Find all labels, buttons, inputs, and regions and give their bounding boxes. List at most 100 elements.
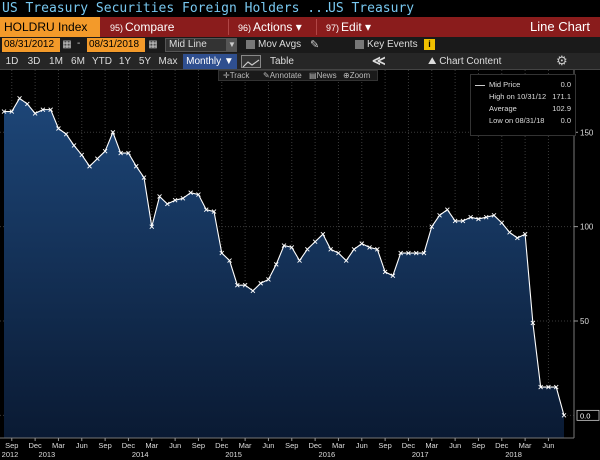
news-button[interactable]: ▤ News: [309, 71, 337, 80]
start-date-input[interactable]: 08/31/2012: [2, 38, 60, 52]
data-point-stroke: [561, 413, 567, 418]
data-point: [25, 101, 30, 107]
price-field-select[interactable]: Mid Line: [165, 38, 227, 52]
data-point: [312, 239, 318, 245]
data-point-stroke: [281, 243, 287, 248]
data-point-stroke: [17, 95, 22, 101]
date-toolbar: 08/31/2012 ▦ - 08/31/2018 ▦ Mid Line ▼ M…: [0, 37, 600, 53]
chart-type-label[interactable]: Line Chart: [530, 19, 590, 34]
data-point-stroke: [483, 214, 489, 220]
info-icon[interactable]: i: [424, 39, 435, 50]
data-point: [79, 152, 85, 158]
x-tick-label: Mar: [52, 441, 65, 450]
chart-area-fill: [4, 98, 564, 439]
data-point-stroke: [538, 384, 543, 390]
key-events-checkbox[interactable]: [355, 40, 364, 49]
range-1d[interactable]: 1D: [5, 56, 19, 67]
range-ytd[interactable]: YTD: [92, 56, 112, 67]
calendar-icon[interactable]: ▦: [62, 39, 72, 50]
data-point: [266, 277, 271, 282]
data-point-stroke: [196, 192, 201, 197]
range-1y[interactable]: 1Y: [118, 56, 132, 67]
line-chart[interactable]: Sep Dec Mar Jun Sep Dec Mar Jun Sep Dec Mar Jun Sep D…: [0, 70, 600, 460]
calendar-icon[interactable]: ▦: [148, 39, 158, 50]
data-point-stroke: [522, 231, 528, 237]
ticker-field[interactable]: HOLDRU Index: [0, 17, 100, 37]
range-3d[interactable]: 3D: [27, 56, 41, 67]
x-year-label: 2013: [39, 450, 56, 459]
data-point: [32, 111, 38, 116]
edit-label: Edit ▾: [341, 20, 372, 34]
edit-button[interactable]: 97) Edit ▾: [326, 17, 371, 37]
data-point: [390, 273, 396, 279]
track-button[interactable]: ✛ Track: [223, 71, 250, 80]
data-point: [172, 197, 178, 203]
data-point: [289, 245, 295, 250]
range-1m[interactable]: 1M: [49, 56, 63, 67]
range-max[interactable]: Max: [158, 56, 178, 67]
data-point-stroke: [126, 150, 131, 156]
line-chart-icon[interactable]: [241, 55, 261, 68]
data-point-stroke: [382, 269, 388, 275]
data-point: [149, 224, 155, 229]
x-year-label: 2012: [2, 450, 19, 459]
gear-icon[interactable]: ⚙: [556, 53, 568, 68]
table-button[interactable]: Table: [270, 56, 294, 67]
x-tick-label: Sep: [98, 441, 111, 450]
x-tick-label: Mar: [239, 441, 252, 450]
data-point-stroke: [336, 250, 341, 256]
annotate-button[interactable]: ✎ Annotate: [263, 71, 302, 80]
data-point: [476, 216, 481, 222]
chart-content-button[interactable]: ⛰ Chart Content: [428, 54, 501, 69]
data-point-stroke: [515, 235, 520, 241]
data-point-stroke: [25, 101, 30, 107]
data-point-stroke: [172, 197, 178, 203]
period-select[interactable]: Monthly ▼: [183, 54, 237, 69]
data-point: [406, 250, 411, 256]
actions-button[interactable]: 96) Actions ▾: [238, 17, 302, 37]
data-point-stroke: [141, 175, 147, 180]
range-toolbar: 1D 3D 1M 6M YTD 1Y 5Y Max Monthly ▼ Tabl…: [0, 53, 600, 70]
x-tick-label: Jun: [169, 441, 181, 450]
x-tick-label: Jun: [542, 441, 554, 450]
data-point-stroke: [351, 246, 357, 252]
data-point: [445, 207, 450, 212]
x-tick-label: Dec: [28, 441, 42, 450]
window-title: US Treasury Securities Foreign Holders .…: [2, 1, 331, 16]
x-tick-label: Jun: [76, 441, 88, 450]
pencil-icon[interactable]: ✎: [310, 39, 320, 51]
data-point: [118, 150, 123, 156]
data-point-stroke: [546, 384, 551, 390]
x-tick-label: Dec: [402, 441, 416, 450]
data-point: [250, 288, 256, 294]
end-date-input[interactable]: 08/31/2018: [87, 38, 145, 52]
data-point: [398, 250, 403, 256]
data-point: [413, 250, 419, 256]
zoom-button[interactable]: ⊕ Zoom: [343, 71, 371, 80]
data-point-stroke: [203, 207, 209, 212]
data-point: [421, 250, 427, 256]
toolbar-divider: [316, 19, 317, 35]
edit-number: 97): [326, 23, 340, 33]
data-point: [351, 246, 357, 252]
legend-average-label: Average: [489, 104, 517, 113]
data-point-stroke: [413, 250, 419, 256]
x-tick-label: Sep: [378, 441, 391, 450]
x-tick-label: Dec: [122, 441, 136, 450]
key-events-label: Key Events: [367, 39, 418, 50]
chevron-down-icon[interactable]: ▼: [227, 38, 237, 52]
data-point: [452, 218, 458, 224]
compare-button[interactable]: 95) Compare: [110, 17, 174, 37]
data-point: [242, 282, 248, 288]
data-point-stroke: [110, 129, 116, 135]
range-6m[interactable]: 6M: [71, 56, 85, 67]
data-point-stroke: [242, 282, 248, 288]
collapse-chevron-icon[interactable]: ≪: [372, 53, 386, 68]
data-point: [110, 129, 116, 135]
mov-avgs-checkbox[interactable]: [246, 40, 255, 49]
zoom-label: Zoom: [349, 71, 371, 80]
data-point-stroke: [1, 109, 7, 114]
data-point: [328, 246, 333, 252]
range-5y[interactable]: 5Y: [138, 56, 152, 67]
data-point: [87, 163, 92, 169]
